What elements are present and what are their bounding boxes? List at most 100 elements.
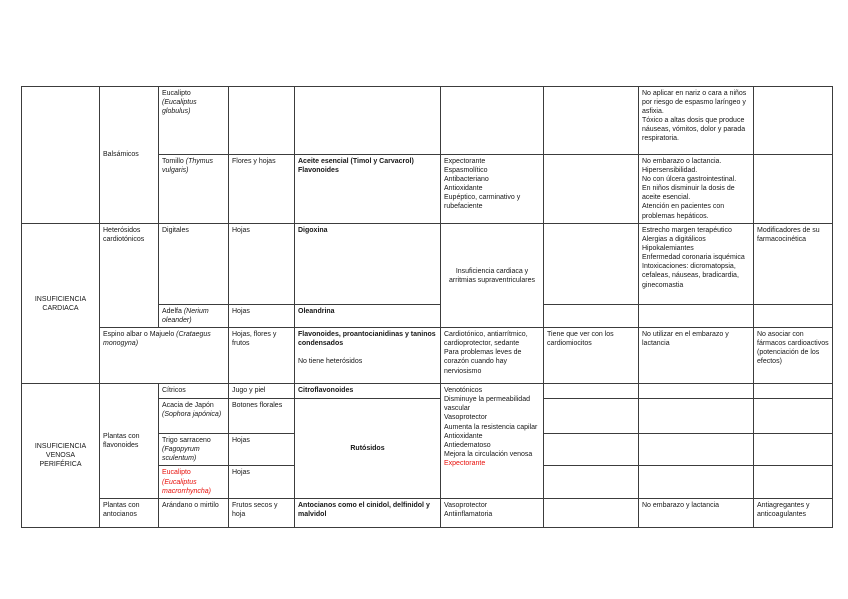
cell-plant-part <box>228 86 295 155</box>
part-text: Frutos secos y hoja <box>232 501 278 518</box>
cell-plant-part: Frutos secos y hoja <box>228 497 295 528</box>
group-label: Plantas con antocianos <box>103 501 140 518</box>
cell-interactions: Antiagregantes y anticoagulantes <box>753 497 833 528</box>
actives-text: Rutósidos <box>350 444 385 452</box>
actives-text: Oleandrina <box>298 308 335 315</box>
cell-actions: Vasoprotector Antiinflamatoria <box>440 497 544 528</box>
plant-scientific-name: (Sophora japónica) <box>162 411 222 419</box>
plant-common-name: Eucalipto <box>162 469 191 477</box>
part-text: Hojas <box>232 469 250 477</box>
actives-text: Citroflavonoides <box>298 387 354 395</box>
cell-plant-name: Eucalipto (Eucaliptus globulus) <box>158 86 229 155</box>
table-row: Tomillo (Thymus vulgaris) Flores y hojas… <box>22 154 833 224</box>
table-row: INSUFICIENCIA CARDIACA Heterósidos cardi… <box>21 222 833 385</box>
cell-plant-part: Botones florales <box>228 398 295 435</box>
actives-note: No tiene heterósidos <box>298 358 363 366</box>
pathology-label: INSUFICIENCIA VENOSA PERIFÉRICA <box>34 442 87 469</box>
cell-active-principles: Citroflavonoides <box>294 383 441 400</box>
cell-plant-part: Jugo y piel <box>228 383 295 400</box>
cell-mechanism <box>543 303 639 329</box>
cell-interactions <box>753 154 833 224</box>
part-text: Hojas <box>232 437 250 445</box>
actions-text: Expectorante Espasmolítico Antibacterian… <box>444 158 521 211</box>
indication-text: Insuficiencia cardiaca y arritmias supra… <box>449 267 535 284</box>
cell-plant-group: Plantas con antocianos <box>99 497 159 528</box>
plant-common-name: Acacia de Japón <box>162 402 214 410</box>
plant-common-name: Adelfa <box>162 308 182 315</box>
plant-common-name: Arándano o mirtilo <box>162 501 219 509</box>
cell-mechanism: Tiene que ver con los cardiomiocitos <box>543 327 639 385</box>
precautions-text: No embarazo y lactancia <box>642 501 720 509</box>
pathology-label: INSUFICIENCIA CARDIACA <box>34 295 87 312</box>
cell-interactions: Modificadores de su farmacocinética <box>753 223 833 305</box>
part-text: Botones florales <box>232 402 283 410</box>
cell-plant-part: Hojas, flores y frutos <box>228 327 295 385</box>
plant-common-name: Eucalipto <box>162 90 191 97</box>
table-row: Eucalipto (Eucaliptus macrorrhyncha) Hoja… <box>22 465 833 499</box>
group-label: Balsámicos <box>103 151 139 159</box>
cell-plant-name: Arándano o mirtilo <box>158 497 229 528</box>
precautions-text: No utilizar en el embarazo y lactancia <box>642 331 729 348</box>
cell-plant-part: Hojas <box>228 433 295 467</box>
cell-mechanism <box>543 497 639 528</box>
cell-interactions <box>753 398 833 435</box>
plant-common-name: Trigo sarraceno <box>162 437 211 445</box>
cell-mechanism <box>543 86 639 155</box>
cell-interactions <box>753 303 833 329</box>
cell-precautions <box>638 465 754 499</box>
cell-precautions: No embarazo o lactancia. Hipersensibilid… <box>638 154 754 224</box>
cell-mechanism <box>543 465 639 499</box>
cell-precautions: Estrecho margen terapéutico Alergias a d… <box>638 223 754 305</box>
cell-active-principles: Oleandrina <box>294 303 441 329</box>
phytotherapy-table: Balsámicos Eucalipto (Eucaliptus globulus… <box>21 86 833 528</box>
plant-scientific-name: (Thymus vulgaris) <box>162 158 213 175</box>
cell-plant-name: Tomillo (Thymus vulgaris) <box>158 154 229 224</box>
cell-interactions <box>753 465 833 499</box>
cell-precautions: No aplicar en nariz o cara a niños por r… <box>638 86 754 155</box>
plant-scientific-name: (Eucaliptus globulus) <box>162 99 197 116</box>
cell-active-principles: Rutósidos <box>294 398 441 499</box>
table-row: Balsámicos Eucalipto (Eucaliptus globulus… <box>21 86 833 224</box>
precautions-text: Estrecho margen terapéutico Alergias a d… <box>642 227 745 289</box>
mechanism-text: Tiene que ver con los cardiomiocitos <box>547 331 614 348</box>
plant-scientific-name: (Crataegus monogyna) <box>103 331 211 348</box>
cell-plant-name: Adelfa (Nerium oleander) <box>158 303 229 329</box>
cell-plant-name: Cítricos <box>158 383 229 400</box>
cell-plant-name: Espino albar o Majuelo (Crataegus monogy… <box>99 327 229 385</box>
cell-active-principles: Flavonoides, proantocianidinas y taninos… <box>294 327 441 385</box>
cell-actions: Cardiotónico, antiarrítmico, cardioprote… <box>440 327 544 385</box>
cell-precautions <box>638 398 754 435</box>
cell-plant-part: Flores y hojas <box>228 154 295 224</box>
actions-text: Vasoprotector Antiinflamatoria <box>444 501 493 518</box>
actives-text: Digoxina <box>298 227 328 234</box>
cell-plant-group: Heterósidos cardiotónicos <box>99 222 159 329</box>
actives-text: Antocianos como el cinidol, delfinidol y… <box>298 501 430 518</box>
precautions-text: No aplicar en nariz o cara a niños por r… <box>642 90 747 143</box>
cell-active-principles: Digoxina <box>294 223 441 305</box>
cell-plant-part: Hojas <box>228 465 295 499</box>
cell-precautions: No utilizar en el embarazo y lactancia <box>638 327 754 385</box>
table-row: Acacia de Japón (Sophora japónica) Boton… <box>22 398 833 499</box>
interactions-text: Modificadores de su farmacocinética <box>757 227 820 244</box>
interactions-text: No asociar con fármacos cardioactivos (p… <box>757 331 829 366</box>
table-row: Plantas con antocianos Arándano o mirtil… <box>22 497 833 528</box>
cell-active-principles <box>294 86 441 155</box>
plant-scientific-name: (Nerium oleander) <box>162 308 209 325</box>
plant-common-name: Espino albar o Majuelo <box>103 331 175 339</box>
cell-pathology-empty <box>21 86 100 224</box>
cell-mechanism <box>543 154 639 224</box>
cell-plant-name: Digitales <box>158 223 229 305</box>
cell-interactions <box>753 383 833 400</box>
actions-red-text: Expectorante <box>444 459 486 467</box>
plant-common-name: Digitales <box>162 227 189 234</box>
table-row: Adelfa (Nerium oleander) Hojas Oleandrin… <box>22 303 833 329</box>
cell-precautions <box>638 433 754 467</box>
cell-mechanism <box>543 223 639 305</box>
cell-precautions <box>638 303 754 329</box>
cell-mechanism <box>543 398 639 435</box>
cell-plant-part: Hojas <box>228 223 295 305</box>
cell-actions: Venotónicos Disminuye la permeabilidad v… <box>440 383 544 499</box>
part-text: Flores y hojas <box>232 158 276 165</box>
cell-active-principles: Aceite esencial (Timol y Carvacrol) Flav… <box>294 154 441 224</box>
